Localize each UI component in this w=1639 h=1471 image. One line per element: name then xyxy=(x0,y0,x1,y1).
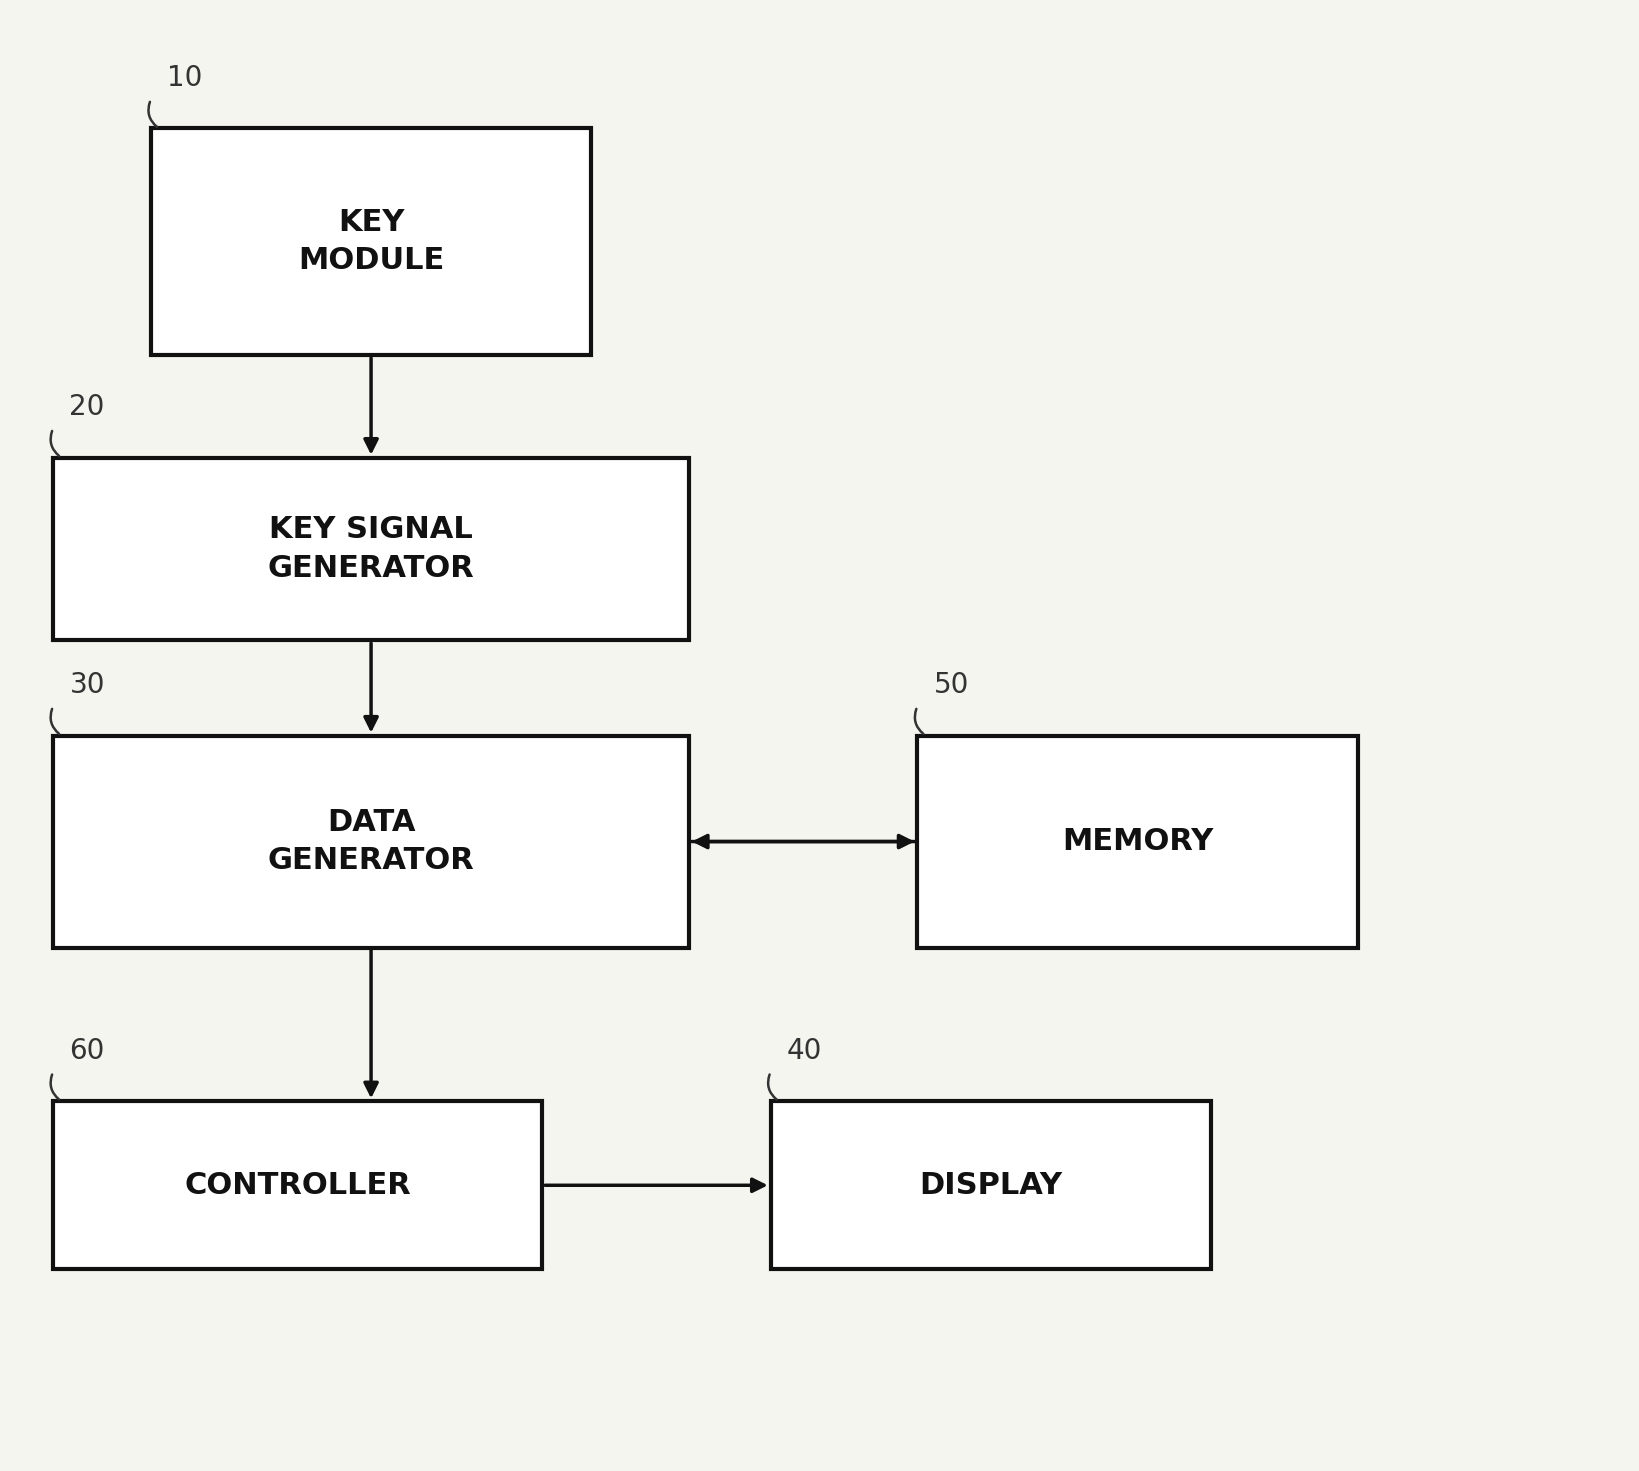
Bar xyxy=(918,736,1357,947)
Text: DATA
GENERATOR: DATA GENERATOR xyxy=(267,808,474,875)
FancyArrowPatch shape xyxy=(51,709,59,734)
FancyArrowPatch shape xyxy=(149,101,157,127)
Bar xyxy=(770,1102,1211,1269)
Text: KEY
MODULE: KEY MODULE xyxy=(298,209,444,275)
Text: CONTROLLER: CONTROLLER xyxy=(184,1171,411,1200)
FancyArrowPatch shape xyxy=(915,709,923,734)
Bar xyxy=(151,128,592,355)
Bar xyxy=(52,736,688,947)
Text: 30: 30 xyxy=(69,671,105,699)
Text: DISPLAY: DISPLAY xyxy=(919,1171,1062,1200)
Bar xyxy=(52,457,688,640)
FancyArrowPatch shape xyxy=(769,1074,777,1099)
Text: MEMORY: MEMORY xyxy=(1062,827,1213,856)
FancyArrowPatch shape xyxy=(51,1074,59,1099)
Text: 20: 20 xyxy=(69,393,105,421)
FancyArrowPatch shape xyxy=(51,431,59,456)
Text: 50: 50 xyxy=(934,671,969,699)
Text: 60: 60 xyxy=(69,1037,105,1065)
Bar xyxy=(52,1102,543,1269)
Text: 40: 40 xyxy=(787,1037,823,1065)
Text: KEY SIGNAL
GENERATOR: KEY SIGNAL GENERATOR xyxy=(267,515,474,583)
Text: 10: 10 xyxy=(167,63,203,91)
